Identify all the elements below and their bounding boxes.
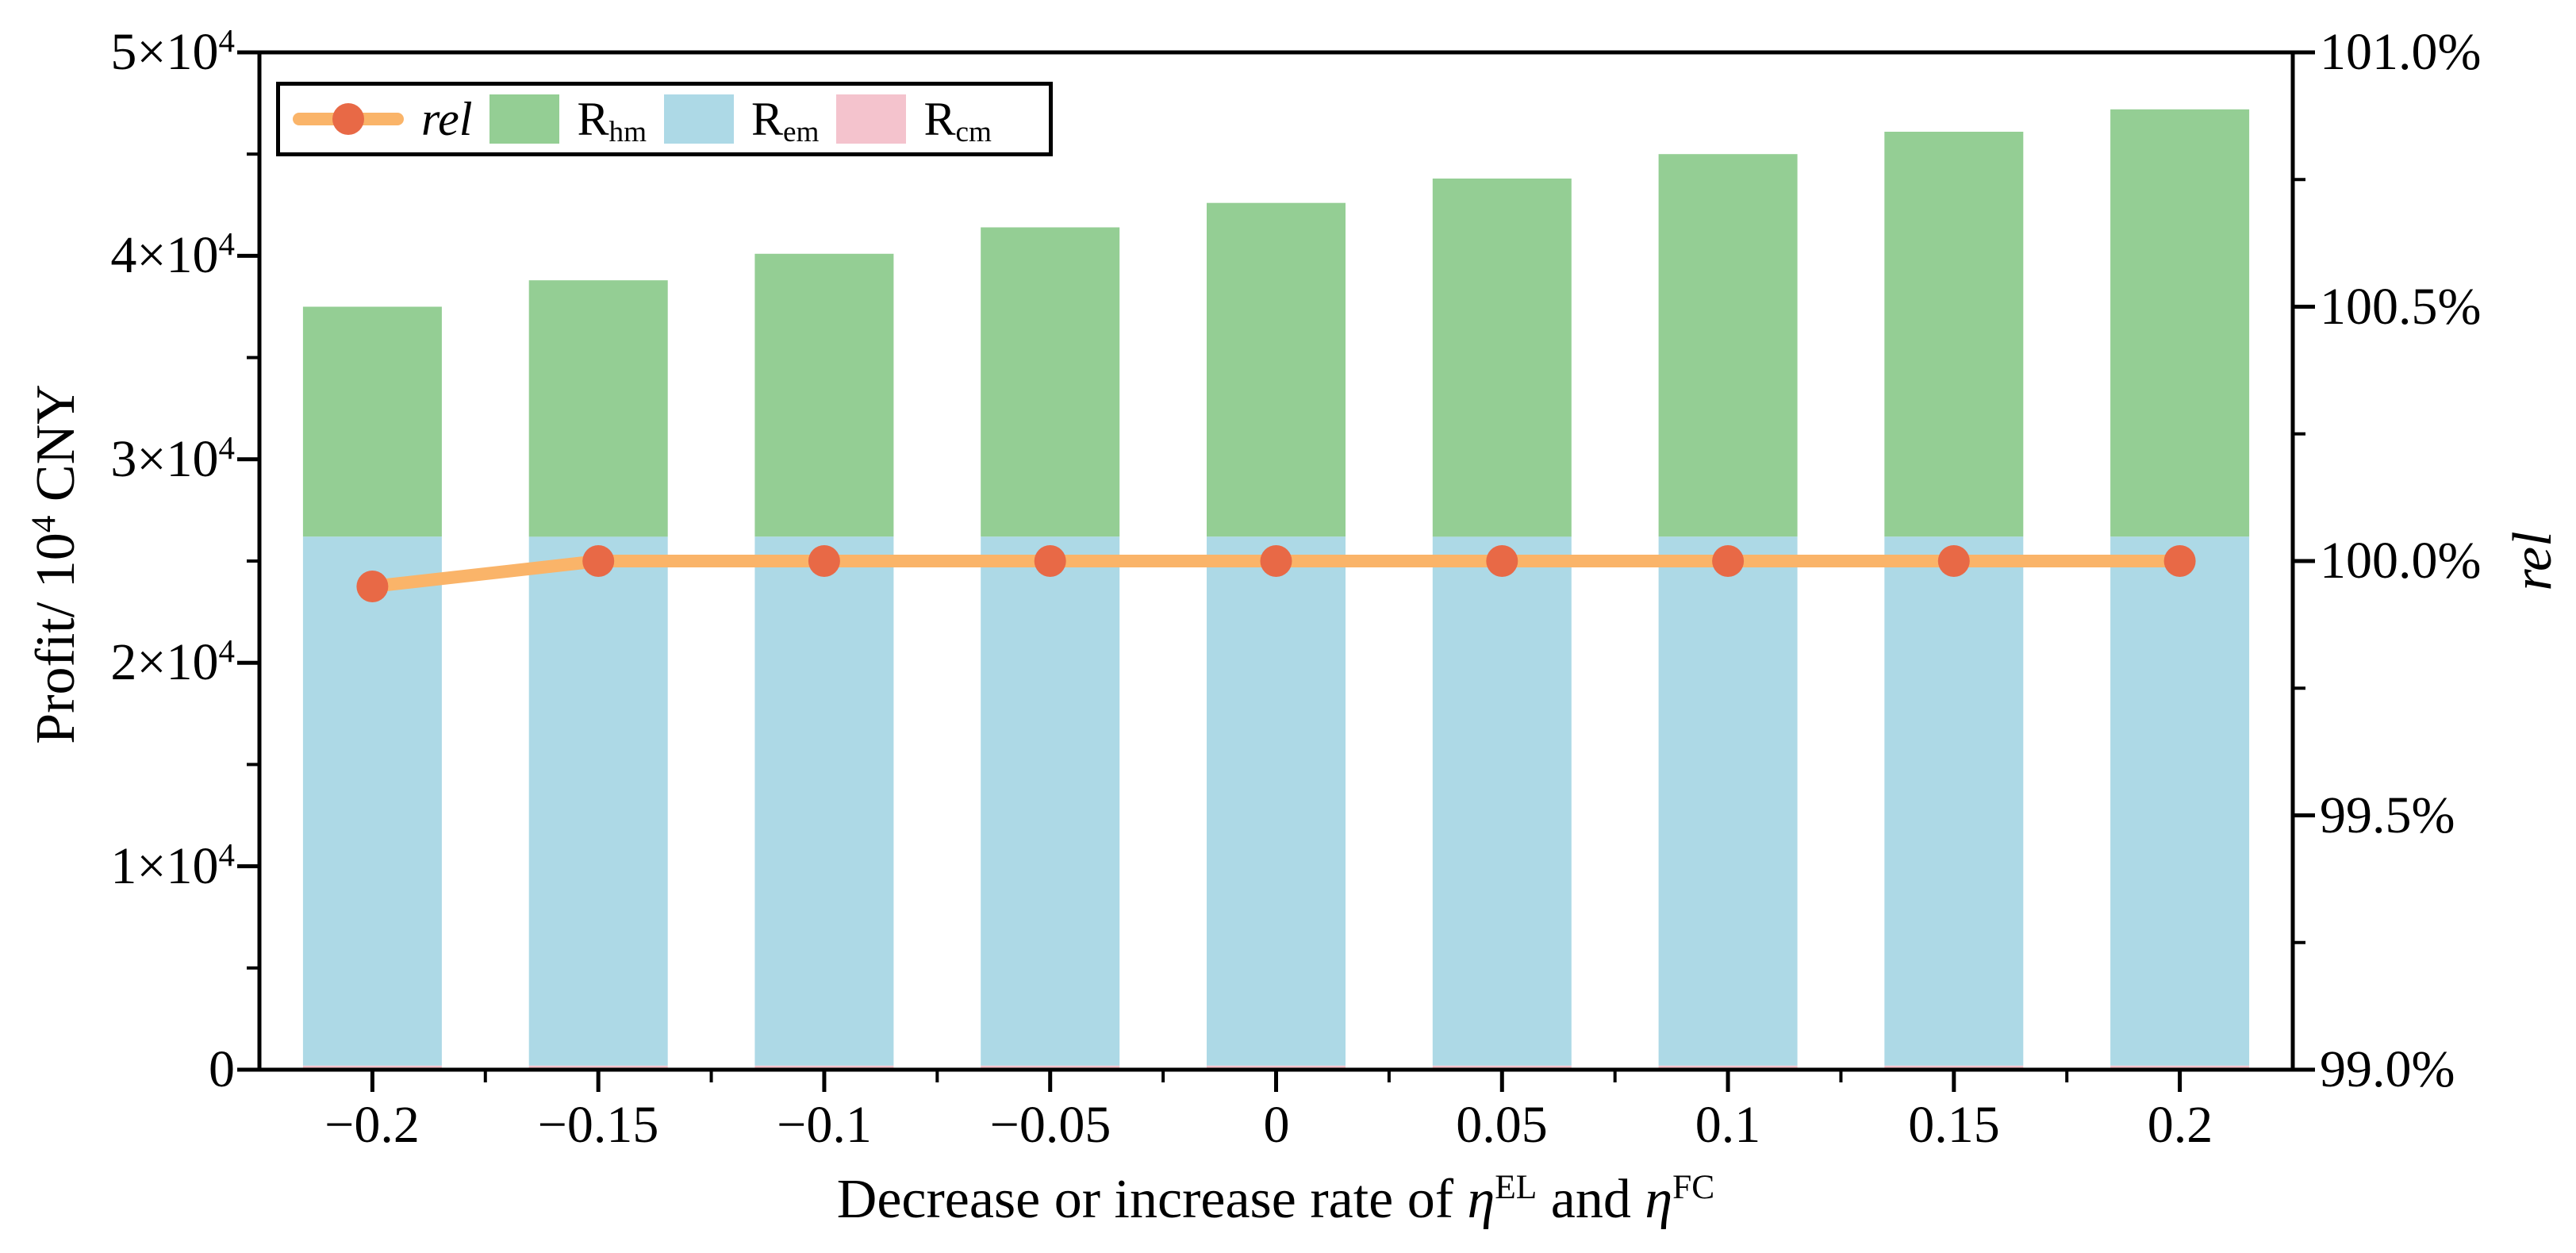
y-left-tick-label: 3×104 — [110, 429, 235, 488]
x-tick-label: 0.2 — [2147, 1096, 2213, 1154]
y-right-axis-title: rel — [2502, 531, 2563, 591]
bar-segment-r_em — [1207, 536, 1346, 1066]
y-left-tick-label: 1×104 — [110, 836, 235, 895]
rel-marker — [356, 571, 389, 602]
y-right-tick-label: 99.5% — [2320, 786, 2455, 844]
bar-segment-r_em — [754, 536, 894, 1066]
y-right-tick-label: 100.5% — [2320, 278, 2482, 336]
bar-segment-r_hm — [1658, 154, 1798, 537]
bar-segment-r_em — [1432, 536, 1572, 1066]
y-left-tick-label: 5×104 — [110, 22, 235, 81]
bar-segment-r_cm — [528, 1065, 668, 1070]
bars-group — [302, 109, 2250, 1070]
bar-segment-r_cm — [754, 1065, 894, 1070]
x-tick-label: 0.05 — [1456, 1096, 1548, 1154]
rel-marker — [1486, 545, 1518, 577]
rel-marker — [1712, 545, 1745, 577]
bar-segment-r_hm — [2110, 109, 2250, 537]
x-tick-label: 0 — [1263, 1096, 1290, 1154]
x-axis-title: Decrease or increase rate of ηEL and ηFC — [836, 1168, 1715, 1230]
legend: rel Rhm Rem Rcm — [276, 82, 1053, 156]
x-tick-label: −0.1 — [777, 1096, 872, 1154]
y-right-tick-label: 101.0% — [2320, 23, 2482, 81]
rel-marker — [1260, 545, 1292, 577]
bar-segment-r_hm — [981, 227, 1120, 537]
x-tick-label: 0.1 — [1695, 1096, 1761, 1154]
y-left-tick-label: 0 — [209, 1040, 235, 1098]
legend-label-rel: rel — [421, 92, 473, 145]
legend-label-r_em: Rem — [751, 92, 820, 148]
bar-segment-r_hm — [1884, 132, 2024, 537]
bar-segment-r_em — [1884, 536, 2024, 1066]
rel-marker — [1034, 545, 1066, 577]
legend-chip-r_hm — [489, 94, 560, 144]
plot-border — [257, 50, 2295, 1072]
x-tick-label: 0.15 — [1908, 1096, 2000, 1154]
y-left-tick-label: 2×104 — [110, 632, 235, 691]
bar-segment-r_cm — [1884, 1065, 2024, 1070]
rel-marker — [2163, 545, 2196, 577]
bar-segment-r_hm — [302, 306, 442, 537]
bar-segment-r_hm — [1207, 202, 1346, 537]
y-left-tick-label: 4×104 — [110, 225, 235, 284]
y-right-tick-label: 100.0% — [2320, 532, 2482, 590]
bar-segment-r_cm — [1658, 1065, 1798, 1070]
rel-marker — [808, 545, 840, 577]
rel-marker — [1937, 545, 1970, 577]
legend-line-sample — [293, 102, 404, 136]
bar-segment-r_em — [2110, 536, 2250, 1066]
bar-segment-r_hm — [528, 280, 668, 537]
rel-marker — [582, 545, 615, 577]
y-right-tick-label: 99.0% — [2320, 1040, 2455, 1098]
bar-segment-r_em — [302, 536, 442, 1066]
bar-segment-r_em — [528, 536, 668, 1066]
legend-label-r_cm: Rcm — [923, 92, 992, 148]
bar-segment-r_em — [981, 536, 1120, 1066]
bar-segment-r_cm — [2110, 1065, 2250, 1070]
legend-chip-r_em — [664, 94, 734, 144]
bar-segment-r_em — [1658, 536, 1798, 1066]
legend-label-r_hm: Rhm — [577, 92, 647, 148]
bar-segment-r_hm — [1432, 179, 1572, 537]
x-tick-label: −0.2 — [324, 1096, 420, 1154]
y-left-axis-title: Profit/ 104 CNY — [25, 384, 86, 744]
bar-segment-r_cm — [1432, 1065, 1572, 1070]
bar-segment-r_cm — [302, 1065, 442, 1070]
axis-ticks — [237, 50, 2315, 1092]
bar-segment-r_cm — [1207, 1065, 1346, 1070]
legend-chip-r_cm — [836, 94, 907, 144]
x-tick-label: −0.05 — [989, 1096, 1111, 1154]
x-tick-label: −0.15 — [537, 1096, 659, 1154]
bar-segment-r_hm — [754, 253, 894, 537]
bar-segment-r_cm — [981, 1065, 1120, 1070]
rel-marker-icon — [332, 103, 364, 135]
